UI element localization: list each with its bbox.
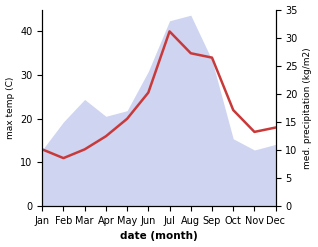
- X-axis label: date (month): date (month): [120, 231, 198, 242]
- Y-axis label: max temp (C): max temp (C): [5, 77, 15, 139]
- Y-axis label: med. precipitation (kg/m2): med. precipitation (kg/m2): [303, 47, 313, 169]
